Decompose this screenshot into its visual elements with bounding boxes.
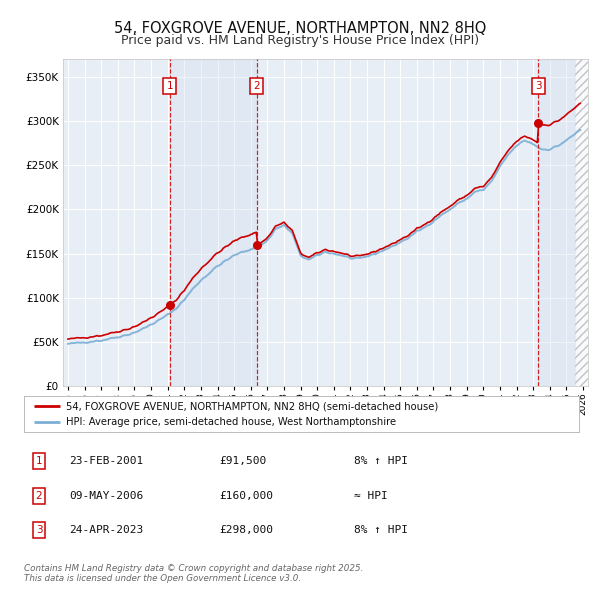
- Text: 3: 3: [535, 81, 542, 91]
- Text: £160,000: £160,000: [219, 491, 273, 500]
- Text: 8% ↑ HPI: 8% ↑ HPI: [354, 457, 408, 466]
- Text: 1: 1: [35, 457, 43, 466]
- Text: 54, FOXGROVE AVENUE, NORTHAMPTON, NN2 8HQ (semi-detached house): 54, FOXGROVE AVENUE, NORTHAMPTON, NN2 8H…: [65, 401, 438, 411]
- Text: 3: 3: [35, 525, 43, 535]
- Text: 09-MAY-2006: 09-MAY-2006: [69, 491, 143, 500]
- Text: 24-APR-2023: 24-APR-2023: [69, 525, 143, 535]
- Text: ≈ HPI: ≈ HPI: [354, 491, 388, 500]
- Text: 8% ↑ HPI: 8% ↑ HPI: [354, 525, 408, 535]
- Text: £298,000: £298,000: [219, 525, 273, 535]
- Text: 23-FEB-2001: 23-FEB-2001: [69, 457, 143, 466]
- Text: Price paid vs. HM Land Registry's House Price Index (HPI): Price paid vs. HM Land Registry's House …: [121, 34, 479, 47]
- Bar: [170, 59, 257, 386]
- Text: HPI: Average price, semi-detached house, West Northamptonshire: HPI: Average price, semi-detached house,…: [65, 417, 396, 427]
- Text: 2: 2: [35, 491, 43, 500]
- Text: 54, FOXGROVE AVENUE, NORTHAMPTON, NN2 8HQ: 54, FOXGROVE AVENUE, NORTHAMPTON, NN2 8H…: [114, 21, 486, 35]
- Bar: [538, 59, 575, 386]
- Bar: [575, 59, 599, 386]
- Text: £91,500: £91,500: [219, 457, 266, 466]
- Text: Contains HM Land Registry data © Crown copyright and database right 2025.
This d: Contains HM Land Registry data © Crown c…: [24, 563, 364, 583]
- Text: 2: 2: [253, 81, 260, 91]
- Text: 1: 1: [166, 81, 173, 91]
